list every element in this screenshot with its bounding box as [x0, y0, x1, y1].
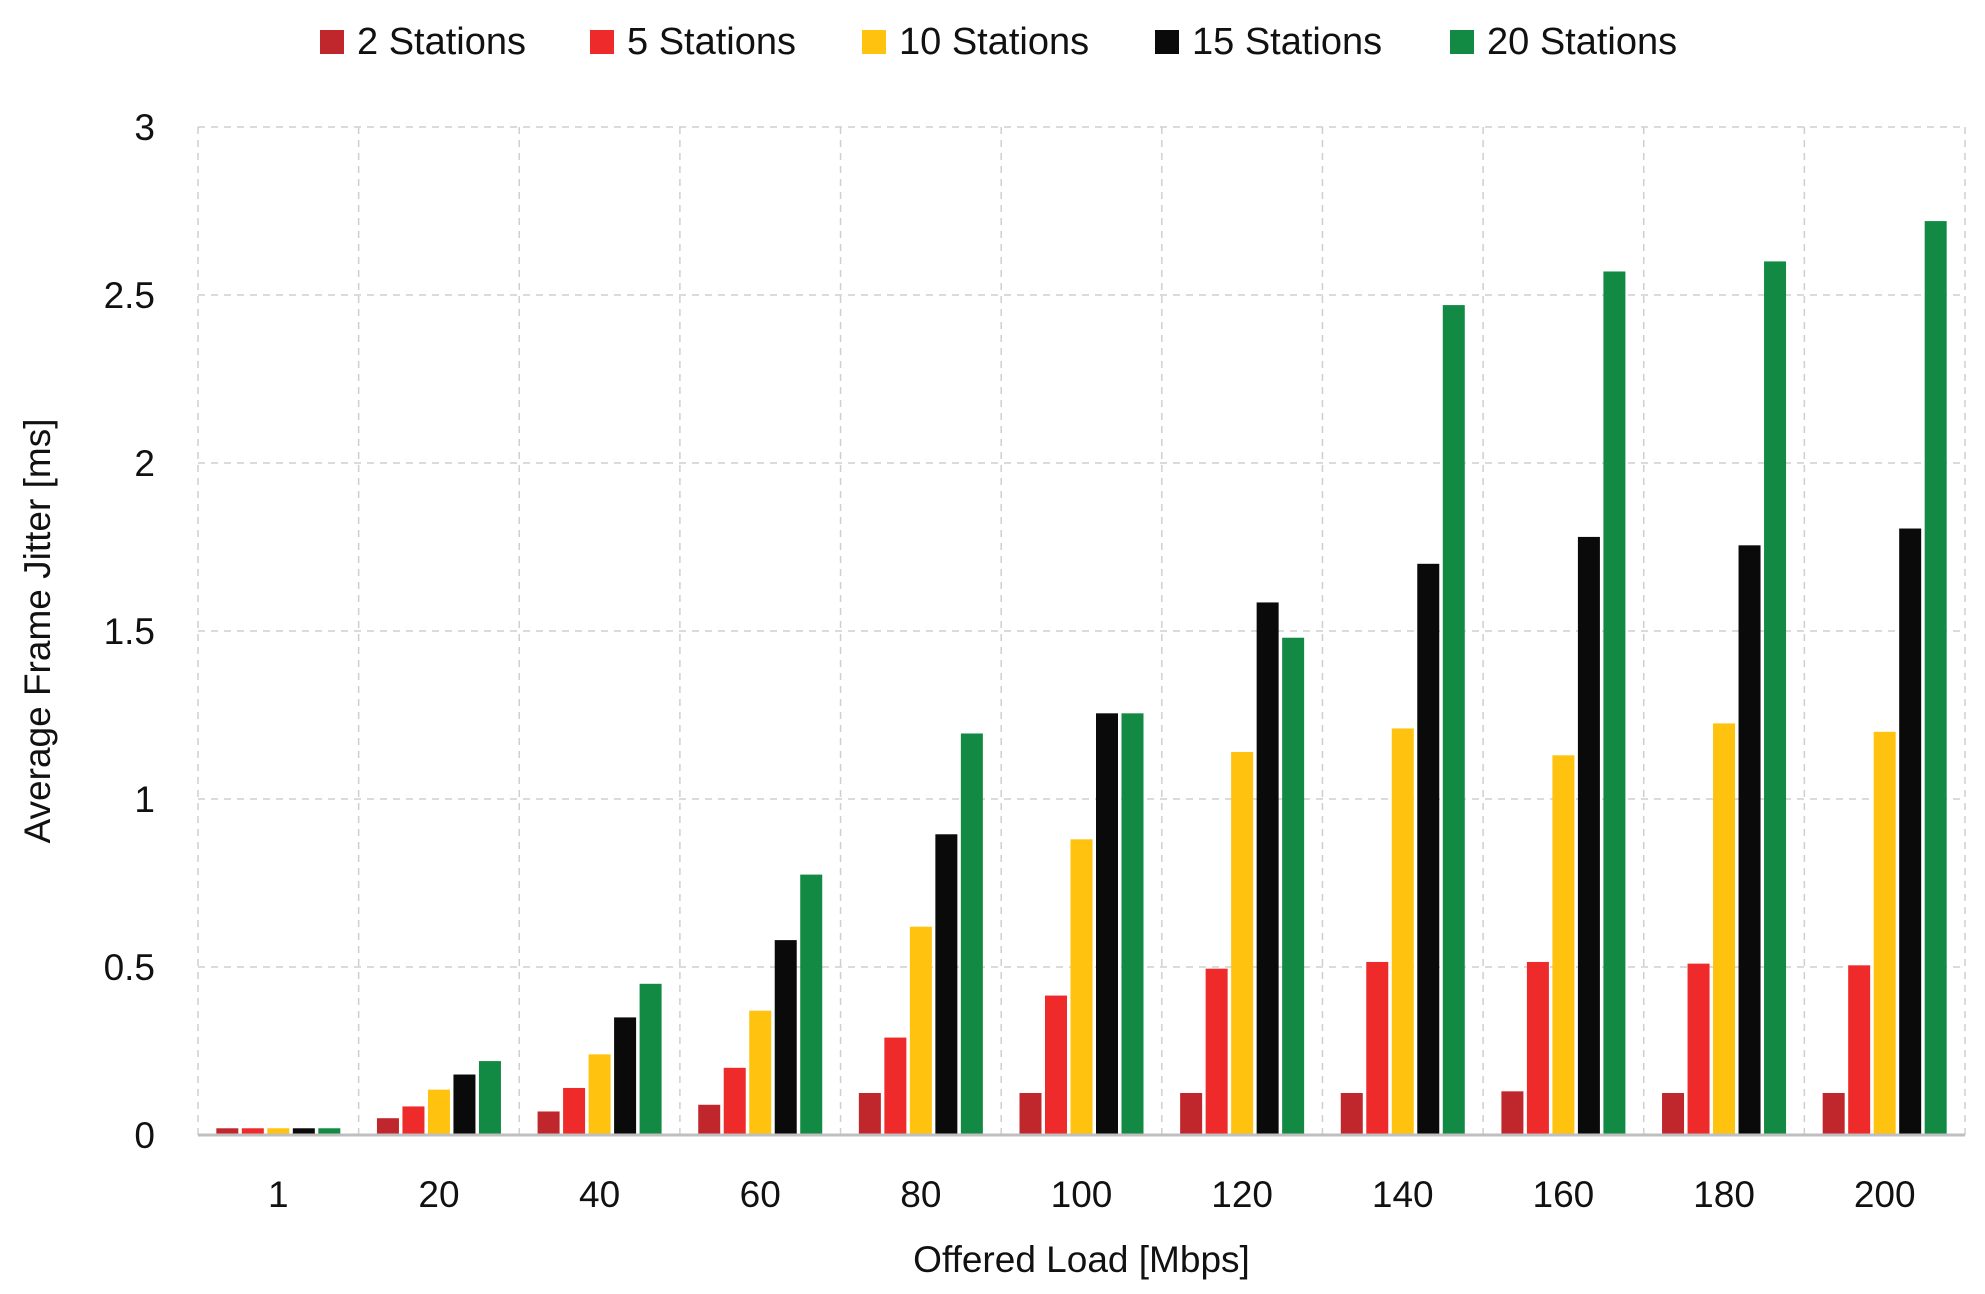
x-tick-label: 140: [1372, 1174, 1434, 1215]
x-tick-label: 120: [1211, 1174, 1273, 1215]
bar: [427, 1089, 450, 1135]
legend-swatch: [1450, 30, 1474, 54]
bar: [960, 733, 983, 1135]
x-tick-label: 20: [418, 1174, 459, 1215]
bar: [1231, 751, 1254, 1135]
bar: [1391, 728, 1414, 1135]
bar: [292, 1128, 315, 1135]
bar: [1205, 968, 1228, 1135]
bar: [1045, 995, 1067, 1135]
bar: [698, 1104, 721, 1135]
bar: [909, 926, 932, 1135]
y-tick-label: 1.5: [104, 611, 155, 652]
bar: [1873, 731, 1896, 1135]
bar: [241, 1128, 264, 1135]
bar: [1282, 637, 1305, 1135]
bar: [453, 1074, 476, 1135]
x-axis-title: Offered Load [Mbps]: [913, 1239, 1250, 1280]
bar: [1526, 961, 1549, 1135]
x-tick-label: 1: [268, 1174, 289, 1215]
bar: [318, 1128, 341, 1135]
bar: [1552, 755, 1575, 1135]
bar: [1848, 965, 1871, 1135]
bar: [749, 1010, 772, 1135]
legend-label: 10 Stations: [899, 21, 1089, 63]
y-tick-label: 1: [134, 779, 155, 820]
bar: [1738, 545, 1761, 1135]
bar: [858, 1093, 881, 1135]
bar: [588, 1054, 611, 1135]
bar: [1577, 536, 1600, 1135]
legend-label: 5 Stations: [627, 21, 796, 63]
gridlines: [197, 126, 1966, 1135]
x-tick-label: 40: [579, 1174, 620, 1215]
y-axis-title: Average Frame Jitter [ms]: [17, 419, 58, 844]
x-tick-label: 160: [1533, 1174, 1595, 1215]
bar: [1924, 221, 1947, 1135]
bar: [1442, 305, 1465, 1136]
bar: [1662, 1093, 1685, 1135]
bar: [639, 983, 662, 1135]
bar: [1899, 528, 1922, 1135]
bar: [774, 940, 797, 1135]
bar: [216, 1128, 239, 1135]
x-axis-ticks: 1 20 40 60 80 100 120 140 160 180 200: [268, 1174, 1916, 1215]
bar: [1417, 563, 1440, 1135]
legend-label: 20 Stations: [1487, 21, 1677, 63]
y-tick-label: 2.5: [104, 275, 155, 316]
bar: [1340, 1093, 1363, 1135]
bar: [1822, 1093, 1845, 1135]
y-axis-ticks: 0 0.5 1 1.5 2 2.5 3: [104, 107, 155, 1156]
x-tick-label: 180: [1693, 1174, 1755, 1215]
x-tick-label: 100: [1051, 1174, 1113, 1215]
bar: [376, 1118, 399, 1135]
bar: [1180, 1093, 1203, 1135]
bar: [1019, 1093, 1042, 1135]
x-tick-label: 80: [900, 1174, 941, 1215]
bar: [1501, 1091, 1524, 1135]
bar: [614, 1017, 637, 1135]
bar: [563, 1087, 586, 1135]
bar: [1713, 723, 1736, 1135]
legend-swatch: [862, 30, 886, 54]
bar: [1603, 271, 1626, 1136]
bar: [267, 1128, 290, 1135]
legend-swatch: [590, 30, 614, 54]
x-tick-label: 60: [740, 1174, 781, 1215]
legend-label: 15 Stations: [1192, 21, 1382, 63]
bar: [1366, 961, 1389, 1135]
bar: [935, 834, 958, 1135]
bar: [402, 1106, 425, 1135]
legend-label: 2 Stations: [357, 21, 526, 63]
bar: [1121, 713, 1144, 1135]
bar: [1687, 963, 1710, 1135]
y-tick-label: 2: [134, 443, 155, 484]
y-tick-label: 3: [134, 107, 155, 148]
bar: [1764, 261, 1787, 1135]
bar: [1256, 602, 1279, 1135]
bar: [800, 874, 823, 1135]
bars: [216, 221, 1947, 1136]
bar: [1070, 839, 1093, 1135]
bar: [478, 1061, 501, 1135]
y-tick-label: 0: [134, 1115, 155, 1156]
legend: 2 Stations 5 Stations 10 Stations 15 Statio…: [320, 21, 1677, 63]
bar: [723, 1067, 746, 1135]
bar: [1096, 713, 1118, 1135]
legend-swatch: [1155, 30, 1179, 54]
bar: [884, 1037, 907, 1135]
x-tick-label: 200: [1854, 1174, 1916, 1215]
bar: [537, 1111, 560, 1135]
legend-swatch: [320, 30, 344, 54]
y-tick-label: 0.5: [104, 947, 155, 988]
